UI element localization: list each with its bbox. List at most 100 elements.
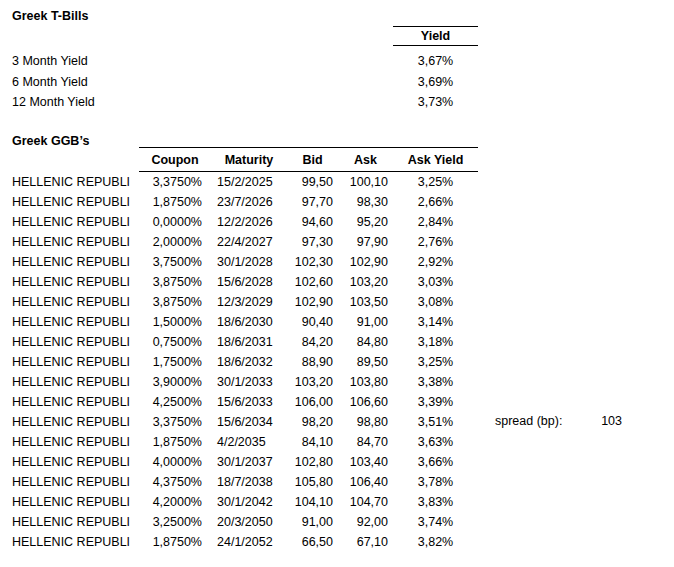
- bond-coupon-cell: 4,3750%: [139, 472, 211, 492]
- bond-name-cell: HELLENIC REPUBLI: [12, 372, 139, 392]
- ggb-bond-row: HELLENIC REPUBLI 3,7500% 30/1/2028 102,3…: [12, 252, 478, 272]
- bond-coupon-cell: 1,7500%: [139, 352, 211, 372]
- bond-bid-cell: 84,20: [287, 332, 338, 352]
- bond-bid-cell: 102,30: [287, 252, 338, 272]
- ggb-bond-row: HELLENIC REPUBLI 3,3750% 15/2/2025 99,50…: [12, 172, 478, 192]
- bond-askyield-cell: 3,25%: [393, 172, 478, 192]
- bond-ask-cell: 97,90: [338, 232, 393, 252]
- bond-askyield-cell: 3,78%: [393, 472, 478, 492]
- bond-askyield-cell: 3,82%: [393, 532, 478, 552]
- bond-bid-cell: 88,90: [287, 352, 338, 372]
- ggb-header-bid: Bid: [287, 148, 338, 172]
- ggb-bond-row: HELLENIC REPUBLI 4,2000% 30/1/2042 104,1…: [12, 492, 478, 512]
- bond-coupon-cell: 1,8750%: [139, 432, 211, 452]
- bond-bid-cell: 102,60: [287, 272, 338, 292]
- ggb-bond-row: HELLENIC REPUBLI 0,0000% 12/2/2026 94,60…: [12, 212, 478, 232]
- tbill-row-value: 3,67%: [393, 51, 478, 72]
- bond-ask-cell: 104,70: [338, 492, 393, 512]
- bond-name-cell: HELLENIC REPUBLI: [12, 252, 139, 272]
- tbills-rows: 3 Month Yield 3,67% 6 Month Yield 3,69% …: [0, 51, 674, 113]
- bond-coupon-cell: 4,0000%: [139, 452, 211, 472]
- spreadsheet-report: Greek T-Bills Yield 3 Month Yield 3,67% …: [0, 0, 674, 567]
- bond-maturity-cell: 30/1/2033: [211, 372, 287, 392]
- bond-name-cell: HELLENIC REPUBLI: [12, 432, 139, 452]
- bond-name-cell: HELLENIC REPUBLI: [12, 492, 139, 512]
- bond-maturity-cell: 22/4/2027: [211, 232, 287, 252]
- bond-maturity-cell: 18/7/2038: [211, 472, 287, 492]
- bond-name-cell: HELLENIC REPUBLI: [12, 532, 139, 552]
- ggb-bond-row: HELLENIC REPUBLI 1,7500% 18/6/2032 88,90…: [12, 352, 478, 372]
- bond-maturity-cell: 15/6/2028: [211, 272, 287, 292]
- tbills-yield-column-header: Yield: [393, 26, 478, 46]
- bond-askyield-cell: 2,84%: [393, 212, 478, 232]
- bond-bid-cell: 90,40: [287, 312, 338, 332]
- bond-name-cell: HELLENIC REPUBLI: [12, 312, 139, 332]
- bond-ask-cell: 67,10: [338, 532, 393, 552]
- bond-maturity-cell: 18/6/2030: [211, 312, 287, 332]
- ggb-table-body: HELLENIC REPUBLI 3,3750% 15/2/2025 99,50…: [12, 172, 478, 552]
- bond-maturity-cell: 4/2/2035: [211, 432, 287, 452]
- bond-bid-cell: 103,20: [287, 372, 338, 392]
- spread-annotation: spread (bp): 103: [0, 411, 674, 431]
- bond-ask-cell: 103,80: [338, 372, 393, 392]
- bond-coupon-cell: 2,0000%: [139, 232, 211, 252]
- bond-maturity-cell: 23/7/2026: [211, 192, 287, 212]
- bond-name-cell: HELLENIC REPUBLI: [12, 332, 139, 352]
- bond-maturity-cell: 30/1/2028: [211, 252, 287, 272]
- bond-bid-cell: 99,50: [287, 172, 338, 192]
- bond-ask-cell: 92,00: [338, 512, 393, 532]
- bond-name-cell: HELLENIC REPUBLI: [12, 512, 139, 532]
- bond-maturity-cell: 30/1/2042: [211, 492, 287, 512]
- bond-maturity-cell: 20/3/2050: [211, 512, 287, 532]
- bond-bid-cell: 102,90: [287, 292, 338, 312]
- tbill-row: 12 Month Yield 3,73%: [0, 92, 674, 113]
- bond-ask-cell: 89,50: [338, 352, 393, 372]
- bond-coupon-cell: 3,2500%: [139, 512, 211, 532]
- ggb-bond-row: HELLENIC REPUBLI 3,9000% 30/1/2033 103,2…: [12, 372, 478, 392]
- bond-bid-cell: 102,80: [287, 452, 338, 472]
- bond-coupon-cell: 1,8750%: [139, 532, 211, 552]
- bond-askyield-cell: 3,39%: [393, 392, 478, 412]
- bond-bid-cell: 66,50: [287, 532, 338, 552]
- tbill-row-label: 3 Month Yield: [12, 51, 88, 72]
- bond-name-cell: HELLENIC REPUBLI: [12, 472, 139, 492]
- bond-name-cell: HELLENIC REPUBLI: [12, 192, 139, 212]
- bond-askyield-cell: 3,38%: [393, 372, 478, 392]
- ggb-bond-row: HELLENIC REPUBLI 1,8750% 23/7/2026 97,70…: [12, 192, 478, 212]
- ggb-bond-table: Coupon Maturity Bid Ask Ask Yield HELLEN…: [12, 147, 478, 552]
- bond-name-cell: HELLENIC REPUBLI: [12, 292, 139, 312]
- bond-ask-cell: 98,30: [338, 192, 393, 212]
- bond-ask-cell: 103,40: [338, 452, 393, 472]
- spread-label: spread (bp):: [495, 411, 562, 431]
- bond-name-cell: HELLENIC REPUBLI: [12, 272, 139, 292]
- bond-coupon-cell: 3,7500%: [139, 252, 211, 272]
- bond-askyield-cell: 3,03%: [393, 272, 478, 292]
- bond-ask-cell: 95,20: [338, 212, 393, 232]
- bond-bid-cell: 106,00: [287, 392, 338, 412]
- tbill-row: 3 Month Yield 3,67%: [0, 51, 674, 72]
- bond-maturity-cell: 12/2/2026: [211, 212, 287, 232]
- ggb-bond-row: HELLENIC REPUBLI 4,3750% 18/7/2038 105,8…: [12, 472, 478, 492]
- bond-askyield-cell: 2,92%: [393, 252, 478, 272]
- bond-ask-cell: 84,70: [338, 432, 393, 452]
- bond-askyield-cell: 3,14%: [393, 312, 478, 332]
- tbill-row-label: 6 Month Yield: [12, 72, 88, 93]
- bond-bid-cell: 84,10: [287, 432, 338, 452]
- bond-ask-cell: 91,00: [338, 312, 393, 332]
- ggb-bond-row: HELLENIC REPUBLI 3,8750% 15/6/2028 102,6…: [12, 272, 478, 292]
- ggb-header-coupon: Coupon: [139, 148, 211, 172]
- ggb-header-maturity: Maturity: [211, 148, 287, 172]
- ggb-header-name-spacer: [12, 148, 139, 172]
- bond-coupon-cell: 0,7500%: [139, 332, 211, 352]
- bond-ask-cell: 103,50: [338, 292, 393, 312]
- bond-ask-cell: 103,20: [338, 272, 393, 292]
- ggb-bond-row: HELLENIC REPUBLI 4,0000% 30/1/2037 102,8…: [12, 452, 478, 472]
- bond-maturity-cell: 15/2/2025: [211, 172, 287, 192]
- bond-bid-cell: 91,00: [287, 512, 338, 532]
- ggb-bond-row: HELLENIC REPUBLI 0,7500% 18/6/2031 84,20…: [12, 332, 478, 352]
- bond-ask-cell: 106,60: [338, 392, 393, 412]
- bond-askyield-cell: 3,63%: [393, 432, 478, 452]
- bond-askyield-cell: 3,74%: [393, 512, 478, 532]
- bond-maturity-cell: 12/3/2029: [211, 292, 287, 312]
- spread-value: 103: [560, 411, 622, 431]
